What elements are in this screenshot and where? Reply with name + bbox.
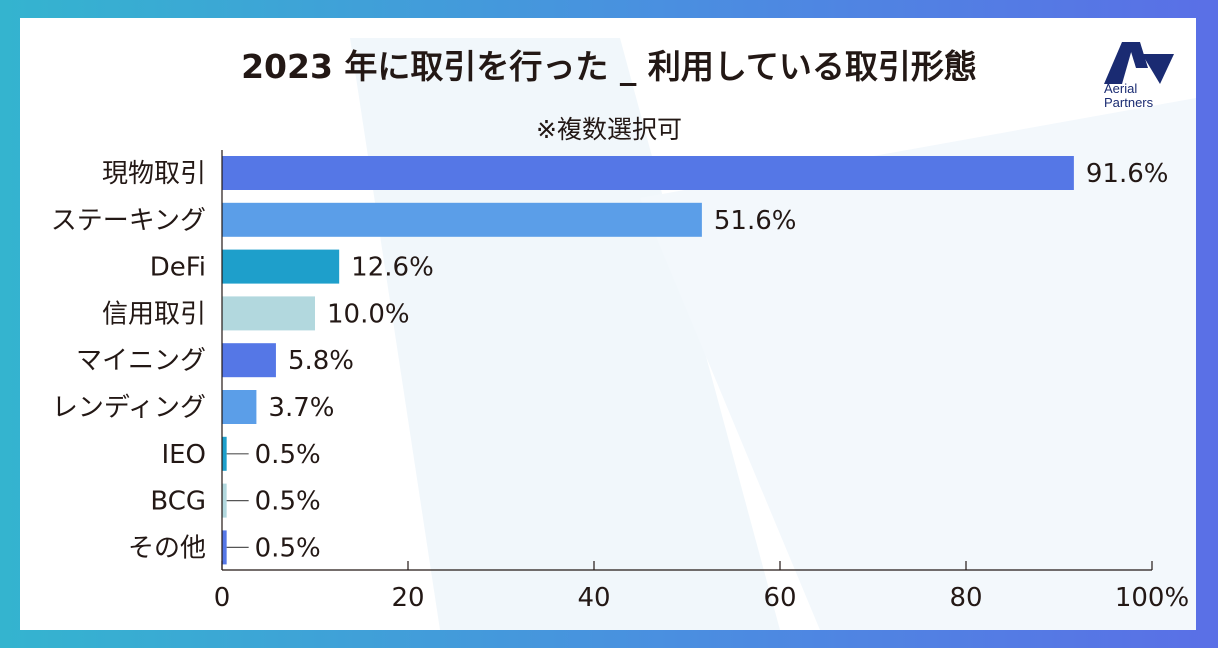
- value-label: 0.5%: [255, 487, 321, 517]
- category-label: DeFi: [150, 253, 206, 283]
- bar: [222, 249, 340, 284]
- value-label: 91.6%: [1086, 159, 1169, 189]
- category-label: レンディング: [52, 393, 206, 423]
- bar: [222, 156, 1074, 190]
- category-label: その他: [128, 533, 206, 563]
- x-tick-label: 60: [763, 583, 796, 613]
- x-tick-label: 40: [577, 583, 610, 613]
- chart-title: 2023 年に取引を行った _ 利用している取引形態: [241, 47, 977, 86]
- value-label: 0.5%: [255, 440, 321, 470]
- category-label: 信用取引: [102, 299, 206, 329]
- logo-text-line1: Aerial: [1104, 81, 1138, 96]
- bars-layer: 現物取引 91.6% ステーキング 51.6% DeFi 12.6% 信用取引 10.0% マイ…: [51, 156, 1169, 565]
- bar: [222, 530, 227, 565]
- value-label: 3.7%: [268, 393, 334, 423]
- x-tick-label: 0: [214, 583, 231, 613]
- bar: [222, 202, 702, 237]
- x-tick-label: 100%: [1115, 583, 1189, 613]
- bar: [222, 436, 227, 471]
- chart-subtitle: ※複数選択可: [536, 115, 682, 144]
- category-label: 現物取引: [102, 159, 206, 189]
- bar: [222, 483, 227, 518]
- value-label: 0.5%: [255, 533, 321, 563]
- category-label: BCG: [150, 487, 206, 517]
- bar: [222, 343, 276, 378]
- x-axis: 0 20 40 60 80 100%: [214, 150, 1189, 613]
- category-label: ステーキング: [51, 206, 206, 236]
- value-label: 51.6%: [714, 206, 797, 236]
- chart-panel: [20, 18, 1196, 630]
- value-label: 5.8%: [288, 346, 354, 376]
- value-label: 10.0%: [327, 299, 410, 329]
- aerial-partners-logo-icon: [1104, 42, 1174, 84]
- bar: [222, 296, 315, 331]
- logo-text-line2: Partners: [1104, 95, 1154, 110]
- value-label: 12.6%: [351, 253, 434, 283]
- category-label: IEO: [161, 440, 206, 470]
- category-label: マイニング: [76, 346, 206, 376]
- x-tick-label: 20: [391, 583, 424, 613]
- bar: [222, 390, 257, 424]
- x-tick-label: 80: [949, 583, 982, 613]
